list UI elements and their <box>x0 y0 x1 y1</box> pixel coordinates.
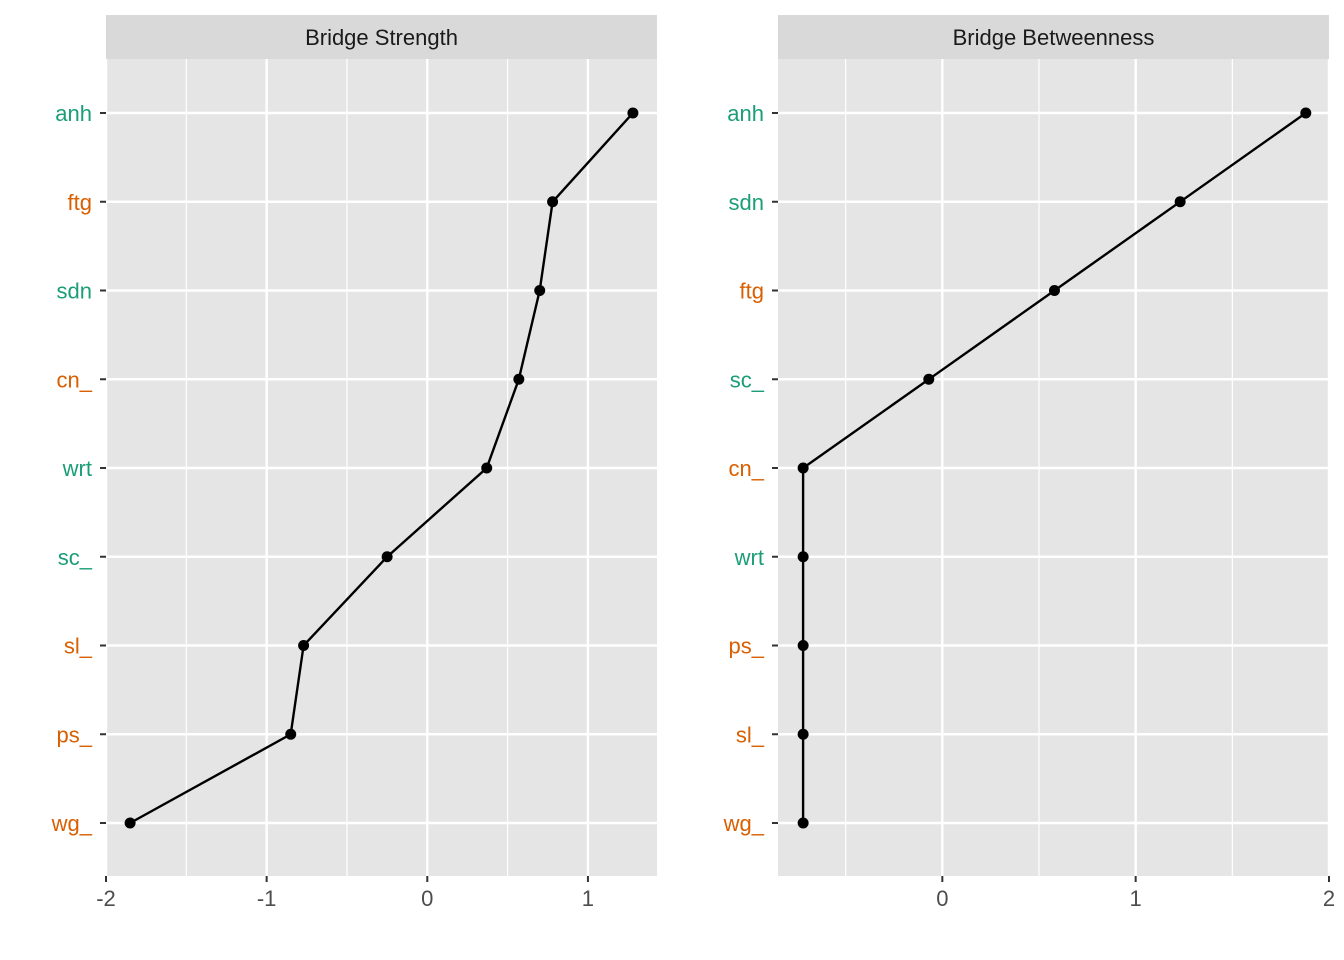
y-tick-label: cn_ <box>57 367 93 392</box>
series-points <box>797 107 1312 829</box>
data-point-sdn <box>534 285 546 296</box>
data-point-sl_ <box>298 640 310 651</box>
x-axis: -2 -1 0 1 <box>96 876 594 911</box>
data-point-ftg <box>1048 285 1060 296</box>
y-tick-label: sc_ <box>730 367 765 392</box>
data-point-ps_ <box>285 728 297 740</box>
data-point-cn_ <box>797 462 809 474</box>
y-tick-label: ftg <box>68 190 92 215</box>
data-point-wrt <box>797 551 809 563</box>
panel-bridge-betweenness: Bridge Betweenness anh sdn ftg sc_ cn_wrt ps_… <box>723 15 1335 911</box>
series-points <box>124 107 639 829</box>
major-gridlines <box>104 59 657 876</box>
y-axis: anh ftg sdn cn_wrt sc_ sl_ ps_ wg_ <box>51 101 106 836</box>
y-tick-label: wg_ <box>51 811 93 836</box>
x-tick-label: 0 <box>421 886 433 911</box>
strip-background <box>778 15 1329 59</box>
data-point-wg_ <box>797 817 809 829</box>
data-point-cn_ <box>513 373 525 385</box>
data-point-sc_ <box>923 373 935 385</box>
data-point-sc_ <box>381 551 393 563</box>
y-tick-label: ps_ <box>57 722 93 747</box>
y-tick-label: sl_ <box>64 634 93 659</box>
x-tick-label: -1 <box>257 886 277 911</box>
panel-title: Bridge Strength <box>305 25 458 50</box>
x-tick-label: 1 <box>1130 886 1142 911</box>
data-point-anh <box>1300 107 1312 119</box>
y-tick-label: wrt <box>734 545 764 570</box>
major-gridlines <box>778 59 1331 876</box>
y-axis: anh sdn ftg sc_ cn_wrt ps_ sl_ wg_ <box>723 101 778 836</box>
y-tick-label: ps_ <box>729 634 765 659</box>
y-tick-label: cn_ <box>729 456 765 481</box>
x-tick-label: 2 <box>1323 886 1335 911</box>
data-point-ftg <box>547 196 559 208</box>
y-tick-label: wg_ <box>723 811 765 836</box>
strip-background <box>106 15 657 59</box>
panel-bridge-strength: Bridge Strength anh ftg sdn cn_wrt sc_ sl_ ps_… <box>51 15 657 911</box>
x-tick-label: 1 <box>582 886 594 911</box>
panel-title: Bridge Betweenness <box>953 25 1155 50</box>
x-tick-label: 0 <box>936 886 948 911</box>
y-tick-label: ftg <box>740 279 764 304</box>
data-point-sdn <box>1174 196 1186 208</box>
data-point-wrt <box>481 462 493 474</box>
y-tick-label: sc_ <box>58 545 93 570</box>
x-axis: 0 1 2 <box>936 876 1335 911</box>
y-tick-label: sl_ <box>736 722 765 747</box>
data-point-wg_ <box>124 817 136 829</box>
x-tick-label: -2 <box>96 886 116 911</box>
data-point-sl_ <box>797 728 809 740</box>
y-tick-label: sdn <box>57 279 92 304</box>
data-point-ps_ <box>797 640 809 651</box>
y-tick-label: anh <box>727 101 764 126</box>
y-tick-label: sdn <box>729 190 764 215</box>
data-point-anh <box>627 107 639 119</box>
y-tick-label: anh <box>55 101 92 126</box>
y-tick-label: wrt <box>62 456 92 481</box>
